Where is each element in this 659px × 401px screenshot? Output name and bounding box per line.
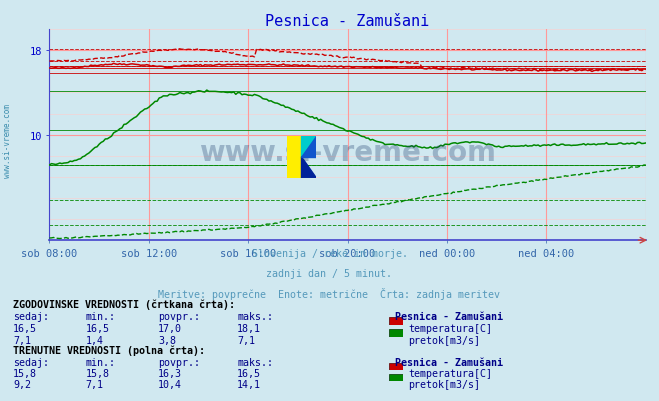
Text: 9,2: 9,2 [13,379,31,389]
Text: 10,4: 10,4 [158,379,182,389]
Text: ZGODOVINSKE VREDNOSTI (črtkana črta):: ZGODOVINSKE VREDNOSTI (črtkana črta): [13,299,235,309]
Text: sedaj:: sedaj: [13,357,49,367]
Text: 16,5: 16,5 [13,323,37,333]
Text: Slovenija / reke in morje.: Slovenija / reke in morje. [252,249,407,259]
Polygon shape [287,136,302,178]
Text: povpr.:: povpr.: [158,311,200,321]
Text: min.:: min.: [86,311,116,321]
Text: www.si-vreme.com: www.si-vreme.com [199,138,496,166]
Text: 7,1: 7,1 [13,335,31,345]
Text: maks.:: maks.: [237,357,273,367]
Text: 16,5: 16,5 [86,323,109,333]
Text: 3,8: 3,8 [158,335,176,345]
Text: www.si-vreme.com: www.si-vreme.com [3,103,12,177]
Text: Pesnica - Zamušani: Pesnica - Zamušani [395,357,503,367]
Text: sedaj:: sedaj: [13,311,49,321]
Polygon shape [302,136,316,157]
Text: pretok[m3/s]: pretok[m3/s] [409,335,480,345]
Text: zadnji dan / 5 minut.: zadnji dan / 5 minut. [266,268,393,278]
Text: temperatura[C]: temperatura[C] [409,368,492,378]
Text: 14,1: 14,1 [237,379,261,389]
Text: 7,1: 7,1 [237,335,255,345]
Polygon shape [302,157,316,178]
Text: 15,8: 15,8 [13,368,37,378]
Text: 16,5: 16,5 [237,368,261,378]
Text: min.:: min.: [86,357,116,367]
Text: 16,3: 16,3 [158,368,182,378]
Text: Pesnica - Zamušani: Pesnica - Zamušani [395,311,503,321]
Title: Pesnica - Zamušani: Pesnica - Zamušani [266,14,430,29]
Text: povpr.:: povpr.: [158,357,200,367]
Text: temperatura[C]: temperatura[C] [409,323,492,333]
Text: TRENUTNE VREDNOSTI (polna črta):: TRENUTNE VREDNOSTI (polna črta): [13,345,205,355]
Text: 7,1: 7,1 [86,379,103,389]
Text: 17,0: 17,0 [158,323,182,333]
Text: Meritve: povprečne  Enote: metrične  Črta: zadnja meritev: Meritve: povprečne Enote: metrične Črta:… [159,287,500,299]
Text: 15,8: 15,8 [86,368,109,378]
Text: pretok[m3/s]: pretok[m3/s] [409,379,480,389]
Polygon shape [302,136,316,157]
Text: 1,4: 1,4 [86,335,103,345]
Text: 18,1: 18,1 [237,323,261,333]
Text: maks.:: maks.: [237,311,273,321]
